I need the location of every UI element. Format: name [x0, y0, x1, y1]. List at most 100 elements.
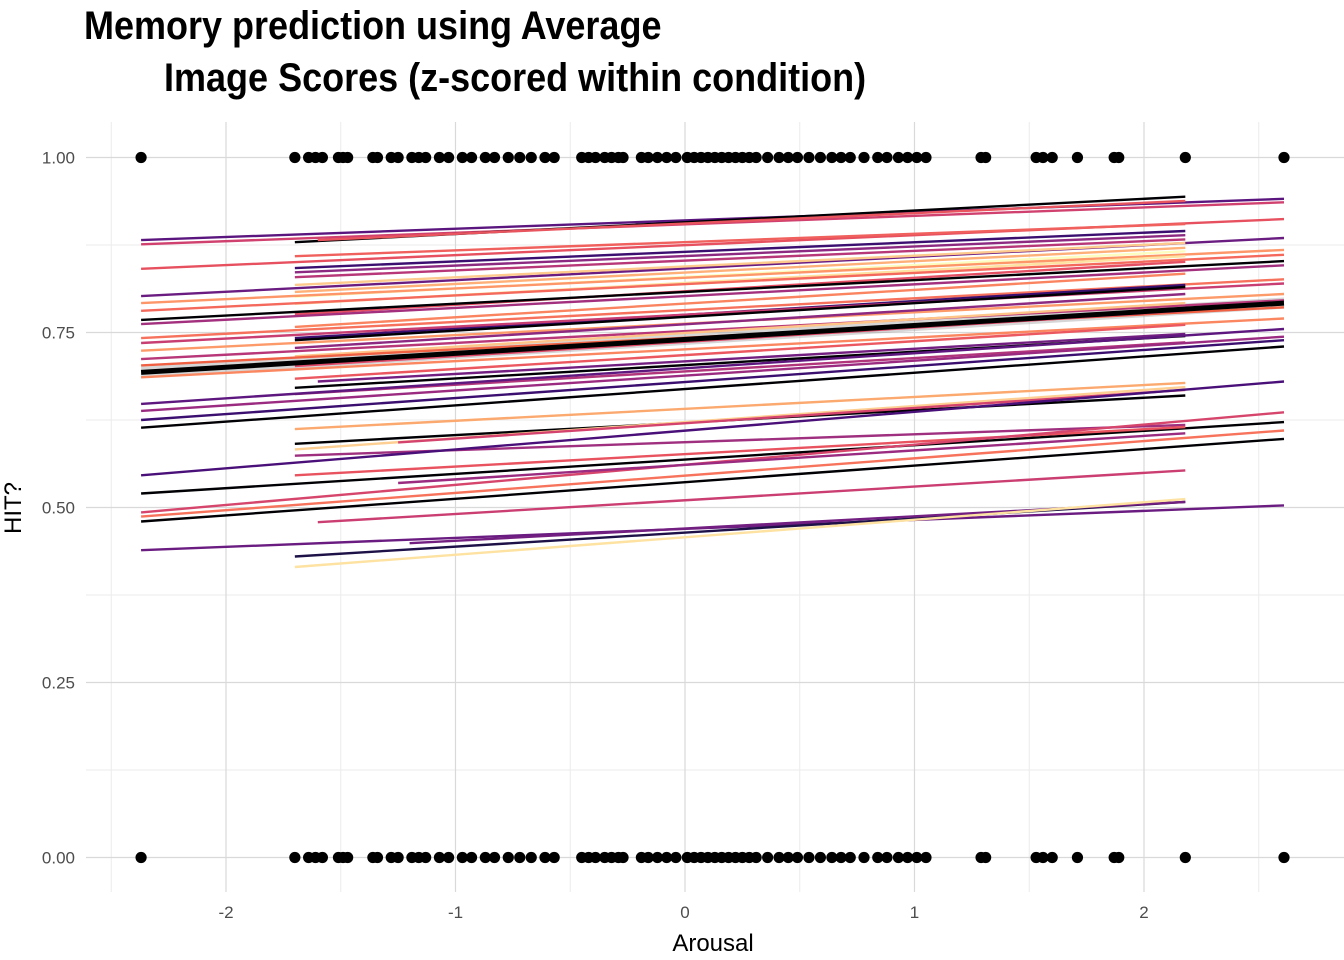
- group-fit-line: [294, 272, 1186, 329]
- data-point: [1037, 851, 1049, 864]
- data-point: [980, 151, 992, 164]
- data-point: [762, 851, 774, 864]
- data-point: [392, 851, 404, 864]
- data-point: [1113, 151, 1125, 164]
- group-fit-line: [294, 292, 1186, 350]
- group-fit-line: [141, 259, 1285, 322]
- data-point: [826, 851, 838, 864]
- group-fit-line: [294, 234, 1186, 274]
- group-fit-line: [141, 248, 1285, 305]
- data-point: [465, 851, 478, 864]
- data-point: [539, 151, 551, 164]
- group-fit-line: [141, 278, 1285, 340]
- data-point: [135, 851, 147, 864]
- data-point: [342, 851, 354, 864]
- data-point: [858, 851, 870, 864]
- group-fit-line: [294, 323, 1186, 380]
- data-point: [844, 851, 856, 864]
- group-fit-line: [294, 285, 1186, 342]
- data-point: [371, 151, 384, 164]
- data-point: [773, 851, 785, 864]
- data-point: [420, 851, 432, 864]
- data-point: [835, 851, 847, 864]
- data-point: [342, 151, 354, 164]
- data-point: [1179, 151, 1191, 164]
- data-point: [420, 151, 432, 164]
- data-point: [488, 151, 501, 164]
- data-point: [826, 151, 838, 164]
- data-point: [316, 151, 328, 164]
- data-point: [1179, 851, 1191, 864]
- group-fit-line: [141, 317, 1285, 379]
- data-point: [135, 151, 147, 164]
- data-point: [289, 151, 301, 164]
- data-point: [642, 851, 654, 864]
- y-tick-label: 0.50: [42, 499, 75, 518]
- data-point: [803, 851, 815, 864]
- data-point: [548, 151, 560, 164]
- group-fit-line: [294, 381, 1186, 431]
- data-point: [316, 851, 328, 864]
- data-point: [514, 151, 526, 164]
- data-point: [642, 151, 654, 164]
- data-point: [539, 851, 551, 864]
- data-point: [488, 851, 501, 864]
- data-point: [791, 851, 804, 864]
- x-tick-label: 0: [680, 903, 689, 922]
- y-tick-label: 0.25: [42, 674, 75, 693]
- data-point: [1071, 151, 1084, 164]
- y-tick-label: 1.00: [42, 149, 75, 168]
- fit-lines: [140, 195, 1285, 569]
- data-point: [814, 151, 827, 164]
- data-point: [1046, 151, 1058, 164]
- data-point: [651, 151, 664, 164]
- data-point: [371, 851, 384, 864]
- group-fit-line: [294, 222, 1186, 258]
- data-point: [782, 151, 794, 164]
- group-fit-line: [294, 497, 1186, 569]
- data-point: [465, 151, 478, 164]
- x-tick-label: 2: [1139, 903, 1148, 922]
- data-point: [782, 851, 794, 864]
- data-point: [651, 851, 664, 864]
- data-point: [814, 851, 827, 864]
- data-point: [456, 851, 468, 864]
- data-point: [289, 851, 301, 864]
- data-point: [803, 151, 815, 164]
- x-tick-label: -1: [448, 903, 463, 922]
- group-fit-line: [294, 241, 1186, 287]
- data-point: [1071, 851, 1084, 864]
- data-point: [872, 151, 884, 164]
- data-point: [791, 151, 804, 164]
- data-point: [920, 851, 932, 864]
- data-point: [443, 151, 455, 164]
- data-point: [670, 851, 682, 864]
- data-point: [443, 851, 455, 864]
- data-point: [920, 151, 932, 164]
- group-fit-line: [398, 432, 1186, 485]
- data-point: [456, 151, 468, 164]
- group-fit-line: [141, 335, 1285, 413]
- group-fit-line: [294, 301, 1186, 358]
- group-fit-line: [141, 327, 1285, 406]
- group-fit-line: [141, 339, 1285, 422]
- x-axis-ticks: -2 -1 0 1 2: [218, 903, 1148, 922]
- group-fit-line: [317, 332, 1186, 383]
- group-fit-line: [141, 253, 1285, 312]
- data-point: [911, 151, 923, 164]
- data-point: [433, 151, 446, 164]
- data-point: [872, 851, 884, 864]
- group-fit-line: [294, 246, 1186, 294]
- data-point: [892, 851, 905, 864]
- data-point: [1037, 151, 1049, 164]
- group-fit-line: [398, 388, 1186, 444]
- data-point: [548, 851, 560, 864]
- data-point: [525, 851, 537, 864]
- data-point: [762, 151, 774, 164]
- data-point: [589, 851, 602, 864]
- group-fit-line: [294, 341, 1186, 396]
- group-fit-line: [141, 264, 1285, 326]
- data-points: [135, 151, 1290, 864]
- data-point: [502, 851, 514, 864]
